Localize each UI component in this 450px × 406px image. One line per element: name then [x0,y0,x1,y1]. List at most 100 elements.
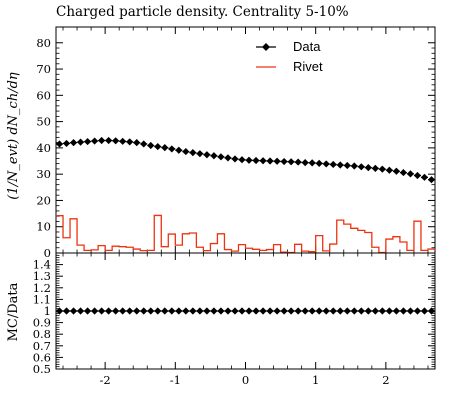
data-point [245,157,252,164]
ratio-ytick-label: 1.4 [33,258,51,272]
ratio-data-point [259,307,266,314]
data-point [217,153,224,160]
ratio-data-point [302,307,309,314]
data-point [358,163,365,170]
data-point [112,137,119,144]
data-point [168,145,175,152]
data-point [407,170,414,177]
ratio-data-point [365,307,372,314]
legend-data-marker [262,43,270,51]
data-point [84,138,91,145]
ratio-data-point [288,307,295,314]
x-axis: -2 -1 0 1 2 [63,253,428,387]
data-point [98,137,105,144]
data-point [330,161,337,168]
main-ytick-label: 20 [36,193,51,207]
ratio-data-point [105,307,112,314]
rivet-series [56,215,435,252]
data-point [372,165,379,172]
ratio-y-axis: 0.50.60.70.80.911.11.21.31.4 [33,255,435,376]
ratio-data-point [337,307,344,314]
ratio-data-point [281,307,288,314]
ratio-data-point [63,307,70,314]
data-point [126,138,133,145]
ratio-data-point [140,307,147,314]
ratio-data-point [161,307,168,314]
ratio-data-point [119,307,126,314]
data-point [316,160,323,167]
ratio-data-point [182,307,189,314]
ratio-data-point [77,307,84,314]
data-point [56,140,63,147]
data-point [63,140,70,147]
ratio-data-point [168,307,175,314]
ratio-data-point [91,307,98,314]
ratio-data-point [330,307,337,314]
data-point [77,139,84,146]
data-point [252,157,259,164]
data-series [56,137,435,183]
data-point [414,172,421,179]
data-point [379,166,386,173]
ratio-data-point [316,307,323,314]
ratio-data-point [414,307,421,314]
ratio-data-point [70,307,77,314]
ratio-data-point [393,307,400,314]
ratio-data-point [295,307,302,314]
data-point [175,147,182,154]
ratio-data-point [372,307,379,314]
data-point [386,167,393,174]
data-point [393,168,400,175]
data-point [70,139,77,146]
ratio-y-axis-label: MC/Data [6,282,21,341]
data-point [161,144,168,151]
data-point [196,150,203,157]
ratio-data-point [175,307,182,314]
data-point [421,174,428,181]
data-point [238,156,245,163]
ratio-data-series [56,307,435,314]
main-ytick-label: 70 [36,62,51,76]
ratio-data-point [266,307,273,314]
ratio-data-point [217,307,224,314]
data-point [273,158,280,165]
data-point [337,161,344,168]
xtick-label: 1 [312,373,319,387]
ratio-data-point [112,307,119,314]
ratio-data-point [407,307,414,314]
data-point [203,151,210,158]
data-point [91,137,98,144]
chart-title: Charged particle density. Centrality 5-1… [56,4,349,20]
data-point [154,143,161,150]
data-point [288,158,295,165]
ratio-data-point [98,307,105,314]
legend: Data Rivet [256,39,323,74]
main-ytick-label: 50 [36,115,51,129]
data-point [365,164,372,171]
ratio-data-point [154,307,161,314]
data-point [189,149,196,156]
ratio-data-point [231,307,238,314]
ratio-data-point [189,307,196,314]
legend-rivet-label: Rivet [293,59,323,74]
data-point [309,159,316,166]
rivet-histogram-line [56,215,435,252]
ratio-data-point [309,307,316,314]
ratio-data-point [273,307,280,314]
ratio-data-point [84,307,91,314]
data-point [119,138,126,145]
ratio-data-point [203,307,210,314]
data-point [210,152,217,159]
ratio-data-point [196,307,203,314]
ratio-data-point [252,307,259,314]
ratio-data-point [351,307,358,314]
data-point [259,157,266,164]
data-point [344,162,351,169]
ratio-data-point [379,307,386,314]
ratio-data-point [358,307,365,314]
xtick-label: 2 [382,373,389,387]
ratio-data-point [238,307,245,314]
data-point [428,176,435,183]
ratio-data-point [400,307,407,314]
